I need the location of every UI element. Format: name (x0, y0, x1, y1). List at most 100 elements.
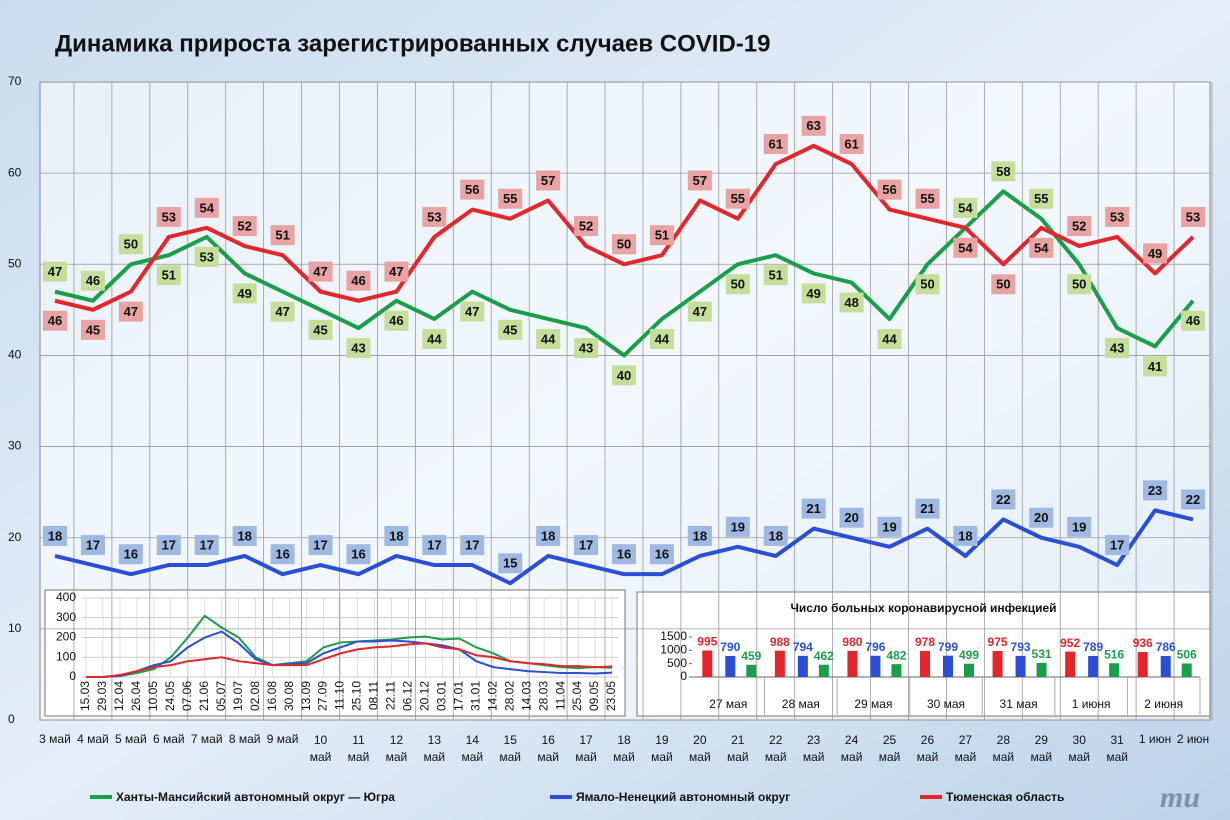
y-tick-label: 500 (667, 656, 687, 670)
x-tick-label: 21 май (727, 733, 749, 764)
bar (1109, 663, 1120, 677)
label-box (953, 197, 978, 218)
x-tick-label: 10 май (310, 733, 332, 764)
x-tick-label: 5 май (115, 732, 147, 746)
data-label: 20 (844, 510, 858, 525)
data-label: 980 (842, 635, 862, 649)
label-box (574, 338, 599, 359)
label-box (1181, 310, 1205, 331)
data-label: 55 (1034, 191, 1048, 206)
inset-box (44, 589, 626, 717)
series-line (86, 642, 613, 678)
y-tick-label: 30 (8, 439, 22, 453)
label-box (612, 544, 636, 565)
x-tick-label: 05.07 (214, 681, 228, 711)
label-box (649, 328, 674, 349)
data-label: 43 (351, 341, 365, 356)
data-label: 47 (389, 264, 403, 279)
label-box (877, 516, 902, 537)
x-tick-label: 12 май (386, 733, 408, 764)
label-box (118, 544, 143, 565)
data-label: 40 (617, 368, 631, 383)
label-box (725, 516, 750, 537)
label-box (194, 535, 219, 556)
y-tick-label: 400 (56, 590, 76, 604)
label-box (877, 328, 902, 349)
x-tick-label: 15.03 (78, 681, 92, 711)
label-box (1067, 216, 1092, 237)
data-label: 499 (959, 648, 979, 662)
data-label: 17 (427, 537, 441, 552)
bar (818, 664, 829, 677)
x-tick-label: 16 май (537, 733, 559, 764)
bar (920, 650, 930, 677)
label-box (763, 134, 788, 155)
data-label: 50 (920, 277, 934, 292)
data-label: 18 (48, 528, 62, 543)
label-box (80, 535, 105, 556)
data-label: 50 (617, 237, 631, 252)
label-box (1143, 243, 1168, 264)
x-tick-label: 26.04 (129, 681, 143, 711)
bar (797, 655, 808, 677)
label-box (991, 489, 1016, 510)
label-box (763, 265, 788, 286)
data-label: 15 (503, 556, 517, 571)
data-label: 789 (1083, 640, 1103, 654)
data-label: 48 (844, 295, 858, 310)
label-box (460, 301, 485, 322)
x-tick-label: 10.05 (146, 681, 160, 711)
label-box (953, 237, 978, 258)
data-label: 988 (770, 635, 790, 649)
y-tick-label: 0 (8, 712, 15, 726)
data-label: 44 (655, 331, 670, 346)
data-label: 47 (275, 304, 289, 319)
series-line (54, 189, 1195, 358)
x-tick-label: 22 май (765, 733, 787, 764)
label-box (536, 170, 561, 191)
label-box (194, 197, 219, 218)
x-tick-label: 28 май (993, 733, 1015, 764)
x-tick-label: 2 июня (1144, 697, 1183, 711)
x-tick-label: 8 май (229, 732, 261, 746)
label-box (346, 270, 371, 291)
label-box (422, 328, 447, 349)
x-tick-label: 19 май (651, 733, 673, 764)
data-label: 516 (1104, 647, 1124, 661)
label-box (1029, 507, 1054, 528)
data-label: 63 (806, 118, 820, 133)
x-tick-label: 11.10 (333, 681, 347, 710)
bar (992, 651, 1003, 677)
label-box (1181, 489, 1205, 510)
label-box (991, 274, 1016, 295)
label-box (574, 535, 599, 556)
x-tick-label: 29 мая (854, 697, 892, 711)
label-box (498, 553, 523, 574)
label-box (43, 525, 67, 546)
data-label: 53 (1110, 209, 1124, 224)
y-tick-label: 1000 (660, 643, 687, 657)
x-tick-label: 17 май (575, 733, 597, 764)
label-box (687, 170, 712, 191)
y-tick-label: 1500 (660, 629, 687, 643)
data-label: 47 (124, 304, 138, 319)
data-label: 17 (199, 537, 213, 552)
data-label: 50 (1072, 277, 1086, 292)
bar (1036, 662, 1047, 677)
label-box (877, 179, 902, 200)
data-label: 43 (579, 341, 593, 356)
label-box (232, 216, 257, 237)
bar (964, 663, 974, 677)
data-label: 55 (920, 191, 934, 206)
x-tick-label: 20.12 (418, 681, 432, 711)
label-box (460, 535, 485, 556)
label-box (498, 188, 523, 209)
label-box (801, 283, 826, 304)
data-label: 57 (541, 173, 555, 188)
data-label: 45 (313, 322, 327, 337)
data-label: 52 (1072, 218, 1086, 233)
x-tick-label: 07.06 (180, 681, 194, 711)
series-line (86, 630, 613, 678)
data-label: 54 (958, 200, 973, 215)
series-line (54, 508, 1194, 586)
